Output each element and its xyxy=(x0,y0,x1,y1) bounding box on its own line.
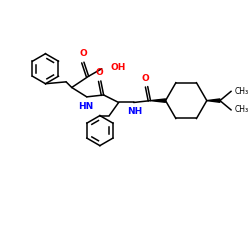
Text: CH₃: CH₃ xyxy=(235,87,249,96)
Text: O: O xyxy=(95,68,103,77)
Text: OH: OH xyxy=(110,63,126,72)
Text: NH: NH xyxy=(127,107,142,116)
Polygon shape xyxy=(150,99,166,102)
Text: O: O xyxy=(79,50,87,58)
Text: HN: HN xyxy=(78,102,94,110)
Text: CH₃: CH₃ xyxy=(235,106,249,114)
Text: O: O xyxy=(142,74,150,83)
Polygon shape xyxy=(207,99,220,102)
